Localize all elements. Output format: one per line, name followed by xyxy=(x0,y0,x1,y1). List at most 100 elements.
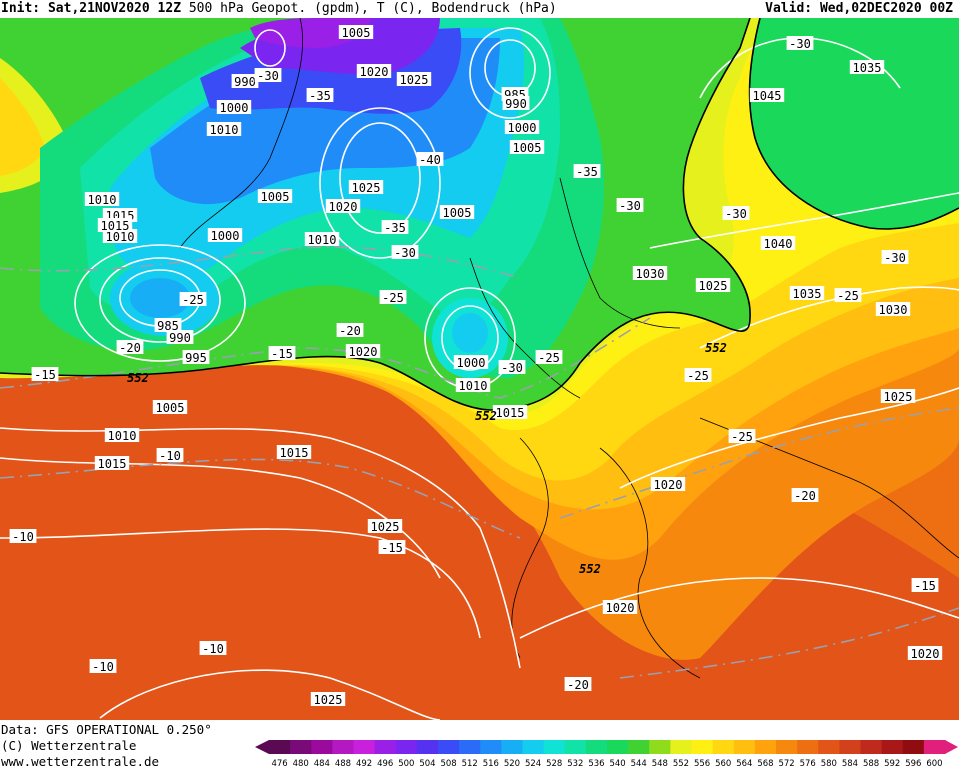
colorbar-tick: 540 xyxy=(609,759,625,769)
temperature-label-bg xyxy=(199,641,227,655)
pressure-label-text: 1010 xyxy=(106,230,135,244)
colorbar-tick: 516 xyxy=(483,759,499,769)
temperature-label: -40 xyxy=(416,152,444,167)
temperature-label: -30 xyxy=(616,198,644,213)
temperature-label-bg xyxy=(791,488,819,502)
colorbar-tick: 508 xyxy=(440,759,456,769)
pressure-label-text: 1000 xyxy=(508,121,537,135)
pressure-label: 1015 xyxy=(492,405,528,420)
temperature-label-bg xyxy=(31,367,59,381)
pressure-label: 1030 xyxy=(632,266,668,281)
isobar-1040 xyxy=(649,192,959,249)
colorbar-tick: 576 xyxy=(800,759,816,769)
colorbar-swatch xyxy=(649,740,671,754)
colorbar-tick: 556 xyxy=(694,759,710,769)
colorbar-swatch xyxy=(818,740,840,754)
pressure-label: 1005 xyxy=(338,25,374,40)
temperature-label-bg xyxy=(336,323,364,337)
temperature-label: -25 xyxy=(684,368,712,383)
init-value: Sat,21NOV2020 12Z xyxy=(47,1,182,16)
isobar-1015 xyxy=(0,427,521,669)
pressure-label: 1040 xyxy=(760,236,796,251)
temperature-label-bg xyxy=(378,540,406,554)
temperature-label: -30 xyxy=(254,68,282,83)
copyright: (C) Wetterzentrale xyxy=(1,738,137,753)
pressure-label: 1000 xyxy=(216,100,252,115)
isobar-1025-south xyxy=(99,669,441,720)
shading-ne-548 xyxy=(749,18,959,229)
temperature-label: -10 xyxy=(89,659,117,674)
temperature-label: -25 xyxy=(728,429,756,444)
website-link[interactable]: www.wetterzentrale.de xyxy=(1,754,160,769)
temperature-labels: -30 -35 -40 -30 -35 -30 -35 -30 -30 -30 -25 -25 -20 -… xyxy=(9,36,939,692)
colorbar-swatch xyxy=(607,740,629,754)
temperature-label-text: -25 xyxy=(538,351,560,365)
colorbar-tick: 592 xyxy=(884,759,900,769)
valid-value: Wed,02DEC2020 00Z xyxy=(819,1,953,16)
pressure-labels: 1005990100010101010101598599010001005104… xyxy=(84,25,943,707)
isobar-1030-east xyxy=(699,286,959,349)
pressure-label-bg xyxy=(104,428,140,442)
temperature-label-bg xyxy=(786,36,814,50)
colorbar-tick: 536 xyxy=(588,759,604,769)
pressure-label-text: 1005 xyxy=(261,190,290,204)
colorbar-swatch xyxy=(902,740,925,754)
pressure-label: 1010 xyxy=(206,122,242,137)
pressure-label-bg xyxy=(166,330,194,344)
pressure-label: 1030 xyxy=(875,302,911,317)
temperature-label-bg xyxy=(116,340,144,354)
pressure-label-text: 1045 xyxy=(753,89,782,103)
temperature-label: -30 xyxy=(722,206,750,221)
pressure-label-bg xyxy=(439,205,475,219)
pressure-label-bg xyxy=(632,266,668,280)
header: Init: Sat,21NOV2020 12Z 500 hPa Geopot. … xyxy=(0,0,959,18)
temperature-label: -25 xyxy=(179,292,207,307)
pressure-label-bg xyxy=(84,192,120,206)
init-label: Init: xyxy=(1,1,41,16)
pressure-label-bg xyxy=(789,286,825,300)
pressure-label-text: 1030 xyxy=(636,267,665,281)
isobar-1020-high xyxy=(319,107,441,259)
temperature-label-text: -25 xyxy=(837,289,859,303)
pressure-label: 1000 xyxy=(504,120,540,135)
pressure-label-text: 1020 xyxy=(349,345,378,359)
colorbar-tick: 544 xyxy=(631,759,647,769)
pressure-label: 1005 xyxy=(509,140,545,155)
isobar-1015-high xyxy=(339,122,421,234)
pressure-label: 1015 xyxy=(94,456,130,471)
colorbar-tick: 532 xyxy=(567,759,583,769)
temperature-label-text: -30 xyxy=(501,361,523,375)
colorbar-tick: 572 xyxy=(778,759,794,769)
pressure-label: 1035 xyxy=(849,60,885,75)
temperature-label: -30 xyxy=(498,360,526,375)
temperature-label-bg xyxy=(911,578,939,592)
geopot-label-text: 552 xyxy=(475,409,497,423)
temperature-label-bg xyxy=(379,290,407,304)
pressure-label: 1025 xyxy=(310,692,346,707)
temperature-label-bg xyxy=(684,368,712,382)
pressure-label-bg xyxy=(650,477,686,491)
temperature-label: -10 xyxy=(156,448,184,463)
isobar-north-low xyxy=(254,29,286,67)
pressure-label: 1020 xyxy=(650,477,686,492)
geopot-label-text: 552 xyxy=(705,341,727,355)
pressure-label-bg xyxy=(206,122,242,136)
pressure-label: 1010 xyxy=(304,232,340,247)
valid-label: Valid: xyxy=(765,1,813,16)
pressure-label-bg xyxy=(304,232,340,246)
pressure-label-bg xyxy=(102,229,138,243)
pressure-label-bg xyxy=(152,400,188,414)
temperature-label: -30 xyxy=(391,245,419,260)
colorbar-swatch xyxy=(459,740,481,754)
temperature-label-text: -25 xyxy=(731,430,753,444)
temperature-label-text: -10 xyxy=(12,530,34,544)
pressure-label-bg xyxy=(396,72,432,86)
header-init: Init: Sat,21NOV2020 12Z 500 hPa Geopot. … xyxy=(1,0,557,18)
temperature-label: -10 xyxy=(199,641,227,656)
isobar-1025 xyxy=(0,528,481,639)
temperature-label-bg xyxy=(728,429,756,443)
isobar-1020-central xyxy=(619,387,959,489)
pressure-label-text: 1020 xyxy=(911,647,940,661)
pressure-label-text: 1025 xyxy=(371,520,400,534)
colorbar-swatch xyxy=(438,740,460,754)
